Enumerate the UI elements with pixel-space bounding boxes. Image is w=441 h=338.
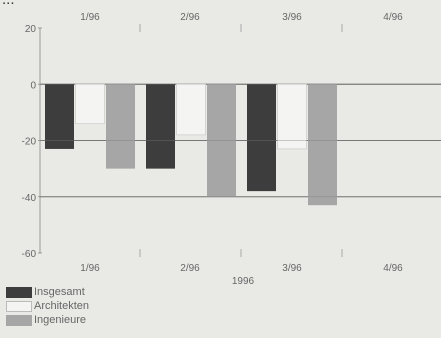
bar-insgesamt-2-96 <box>146 84 175 169</box>
category-label-top: 2/96 <box>180 12 200 23</box>
y-tick-label: -40 <box>22 193 37 204</box>
legend-label-architekten: Architekten <box>34 300 90 312</box>
category-label-top: 4/96 <box>383 12 403 23</box>
bar-architekten-3-96 <box>277 83 307 150</box>
category-label-bottom: 2/96 <box>180 263 200 274</box>
bar-ingenieure-3-96 <box>308 84 337 206</box>
y-tick-label: 0 <box>30 80 36 91</box>
bar-architekten-2-96 <box>176 83 206 136</box>
y-tick-label: -60 <box>22 249 37 260</box>
legend-item-ingenieure: Ingenieure <box>6 313 89 327</box>
bar-architekten-1-96 <box>75 83 105 125</box>
x-axis-label: 1996 <box>232 276 255 287</box>
bar-insgesamt-1-96 <box>45 84 74 149</box>
legend-swatch-architekten <box>6 300 32 312</box>
category-label-bottom: 3/96 <box>282 263 302 274</box>
category-label-top: 3/96 <box>282 12 302 23</box>
legend: Insgesamt Architekten Ingenieure <box>6 285 89 327</box>
bar-ingenieure-1-96 <box>106 84 135 169</box>
category-label-bottom: 4/96 <box>383 263 403 274</box>
legend-label-insgesamt: Insgesamt <box>34 286 85 298</box>
bar-insgesamt-3-96 <box>247 84 276 192</box>
category-label-bottom: 1/96 <box>80 263 100 274</box>
legend-swatch-ingenieure <box>6 314 32 326</box>
legend-label-ingenieure: Ingenieure <box>34 314 86 326</box>
legend-item-insgesamt: Insgesamt <box>6 285 89 299</box>
chart-title: ... <box>2 0 15 8</box>
y-tick-label: -20 <box>22 137 37 148</box>
legend-item-architekten: Architekten <box>6 299 89 313</box>
category-label-top: 1/96 <box>80 12 100 23</box>
legend-swatch-insgesamt <box>6 286 32 298</box>
y-tick-label: 20 <box>25 24 37 35</box>
